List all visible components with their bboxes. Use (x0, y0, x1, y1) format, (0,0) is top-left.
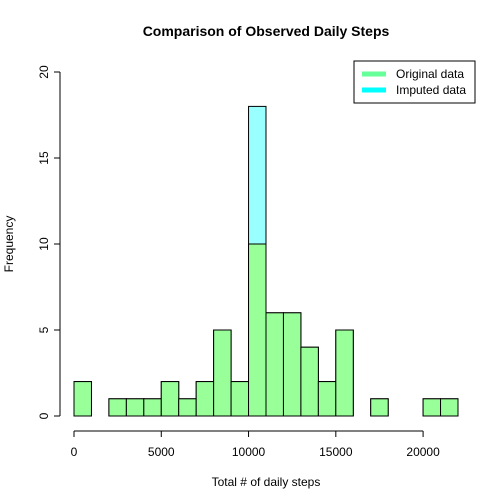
bar-original-data-9 (230, 381, 250, 417)
bar-original-data-14 (317, 381, 337, 417)
x-axis-label: Total # of daily steps (212, 475, 321, 489)
bar-original-data-20 (422, 398, 442, 417)
x-tick-label-4: 20000 (406, 445, 440, 459)
x-tick-label-0: 0 (71, 445, 78, 459)
bar-original-data-5 (160, 381, 180, 417)
axes: 0 5000 10000 15000 20000 0 5 10 15 20 (37, 65, 440, 459)
y-tick-label-2: 10 (37, 237, 51, 251)
bar-original-data-10 (248, 243, 267, 417)
legend-label-0: Original data (396, 67, 464, 81)
legend-label-1: Imputed data (396, 83, 466, 97)
x-tick-label-3: 15000 (319, 445, 353, 459)
bar-original-data-13 (300, 346, 319, 417)
chart-title: Comparison of Observed Daily Steps (143, 23, 390, 39)
legend-box (353, 60, 476, 104)
plot-area (73, 105, 459, 417)
x-tick-label-2: 10000 (232, 445, 266, 459)
bar-original-data-6 (178, 398, 197, 417)
bar-original-data-15 (335, 329, 354, 417)
y-tick-label-0: 0 (37, 412, 51, 419)
bar-original-data-21 (440, 398, 459, 417)
bar-original-data-17 (370, 398, 389, 417)
y-tick-label-4: 20 (37, 65, 51, 79)
bar-original-data-11 (265, 312, 284, 417)
bar-original-data-3 (125, 398, 145, 417)
bar-original-data-8 (213, 329, 232, 417)
bar-original-data-7 (195, 381, 215, 417)
bar-original-data-2 (108, 398, 127, 417)
y-axis-label: Frequency (2, 216, 16, 273)
y-tick-label-1: 5 (37, 326, 51, 333)
bar-original-data-0 (73, 381, 92, 417)
legend: Original data Imputed data (353, 60, 476, 104)
x-tick-label-1: 5000 (148, 445, 175, 459)
bar-original-data-4 (143, 398, 162, 417)
bar-original-data-12 (282, 312, 302, 417)
y-tick-label-3: 15 (37, 151, 51, 165)
